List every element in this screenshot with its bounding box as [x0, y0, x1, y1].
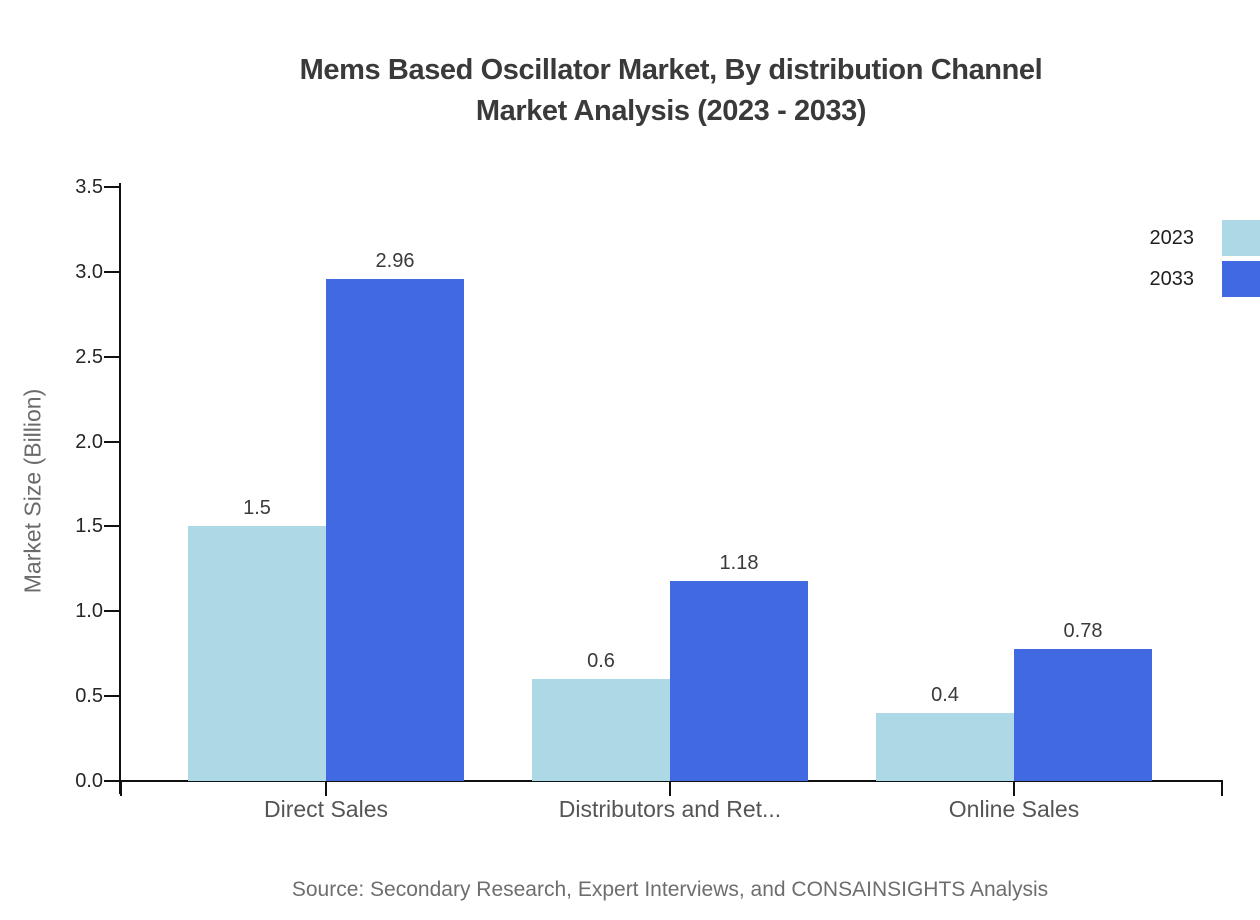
chart-title-line2: Market Analysis (2023 - 2033) [475, 95, 867, 127]
value-label: 0.78 [1063, 620, 1103, 642]
category-label-2: Online Sales [948, 796, 1080, 822]
x-tick [669, 780, 671, 796]
bar-2033-0 [326, 279, 464, 781]
bar-2023-1 [532, 679, 670, 781]
value-label: 2.96 [375, 250, 415, 272]
legend-item-2023: 2023 [1150, 220, 1260, 256]
legend-item-2033: 2033 [1150, 261, 1260, 297]
x-tick [1013, 780, 1015, 796]
legend: 2023 2033 [1150, 220, 1260, 302]
y-tick-label: 0.0 [75, 770, 103, 792]
legend-swatch [1222, 220, 1260, 256]
chart-title: Mems Based Oscillator Market, By distrib… [81, 50, 1260, 132]
y-tick-label: 3.5 [75, 176, 103, 198]
value-label: 1.5 [243, 497, 271, 519]
category-label-1: Distributors and Ret... [558, 796, 782, 822]
legend-swatch [1222, 261, 1260, 297]
y-tick [104, 271, 121, 273]
y-tick [104, 356, 121, 358]
y-tick [104, 441, 121, 443]
y-tick [104, 186, 121, 188]
y-tick-label: 2.5 [75, 346, 103, 368]
x-tick [120, 780, 122, 796]
value-label: 0.4 [931, 684, 959, 706]
y-tick-label: 2.0 [75, 431, 103, 453]
y-tick [104, 525, 121, 527]
y-axis-title: Market Size (Billion) [19, 388, 46, 594]
source-note: Source: Secondary Research, Expert Inter… [291, 878, 1049, 901]
y-tick-label: 0.5 [75, 685, 103, 707]
x-tick [325, 780, 327, 796]
chart-title-line1: Mems Based Oscillator Market, By distrib… [299, 54, 1043, 86]
y-tick-label: 3.0 [75, 261, 103, 283]
category-label-0: Direct Sales [264, 796, 388, 822]
bar-2023-2 [876, 713, 1014, 781]
value-label: 1.18 [719, 552, 759, 574]
y-tick-label: 1.0 [75, 600, 103, 622]
value-label: 0.6 [587, 650, 615, 672]
bar-2033-1 [670, 581, 808, 781]
y-axis-line [119, 183, 121, 794]
y-tick [104, 695, 121, 697]
y-tick [104, 610, 121, 612]
y-tick-label: 1.5 [75, 515, 103, 537]
x-tick [1221, 780, 1223, 796]
legend-label: 2033 [1149, 267, 1195, 290]
y-tick [104, 780, 121, 782]
bar-2033-2 [1014, 649, 1152, 781]
bar-2023-0 [188, 526, 326, 781]
legend-label: 2023 [1149, 226, 1195, 249]
